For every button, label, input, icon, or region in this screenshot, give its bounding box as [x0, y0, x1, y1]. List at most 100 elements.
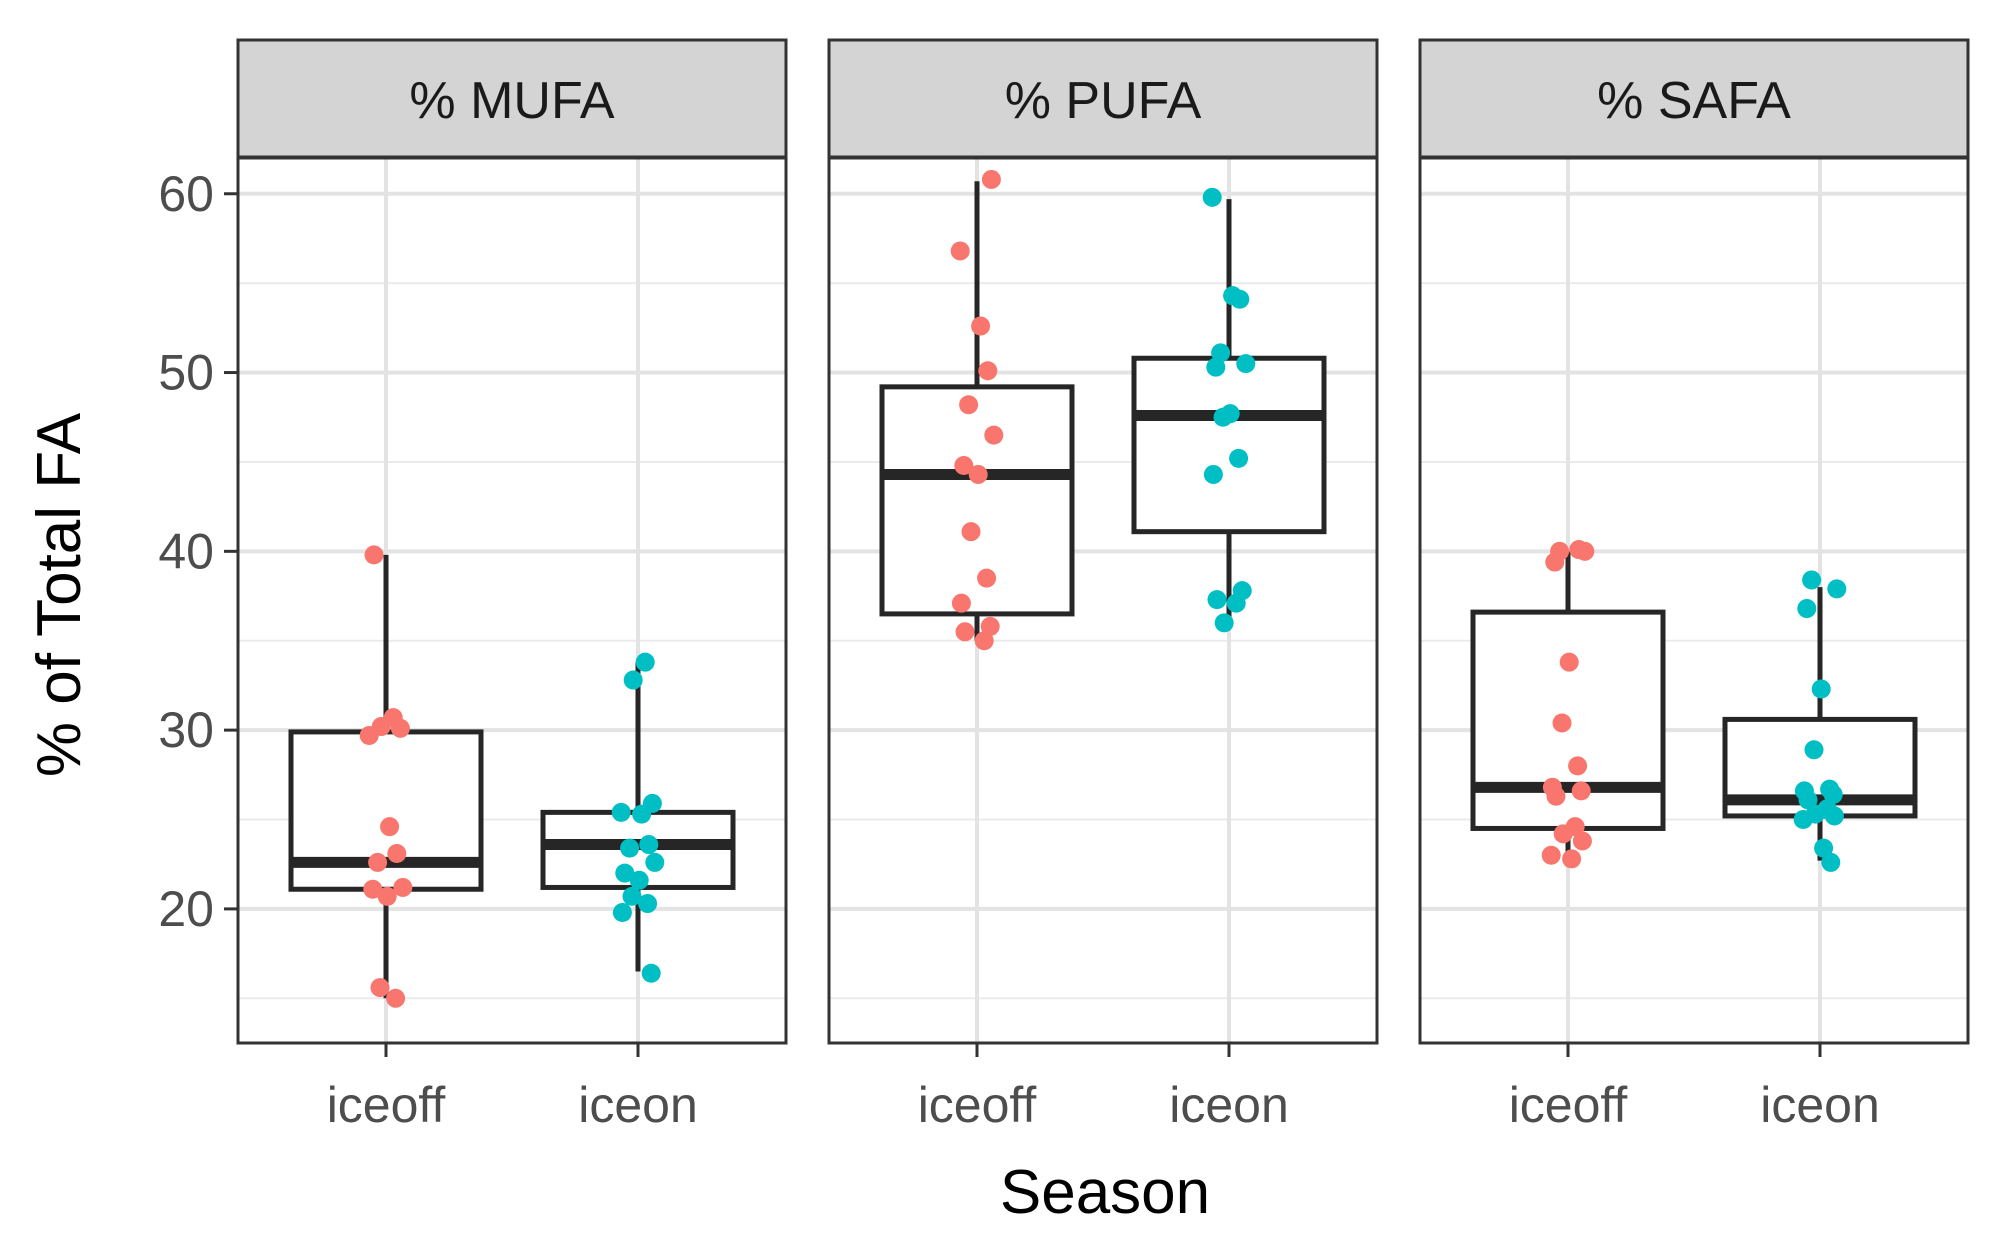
data-point-iceoff — [978, 361, 998, 381]
data-point-iceoff — [368, 852, 388, 872]
y-tick-label: 60 — [158, 166, 214, 222]
data-point-iceoff — [1553, 824, 1573, 844]
data-point-iceon — [1202, 187, 1222, 207]
data-point-iceoff — [1559, 652, 1579, 672]
panel-border — [827, 156, 1379, 1045]
data-point-iceoff — [980, 616, 1000, 636]
facet-strip — [236, 38, 788, 159]
data-point-iceoff — [380, 817, 400, 837]
panel-background — [238, 158, 786, 1043]
data-point-iceon — [638, 894, 658, 914]
data-point-iceoff — [968, 464, 988, 484]
data-point-iceon — [1827, 579, 1847, 599]
x-tick-label: iceon — [1169, 1077, 1289, 1133]
data-point-iceon — [632, 804, 652, 824]
facet-panel: % SAFA iceoff iceon — [1418, 38, 1970, 1133]
data-point-iceoff — [955, 622, 975, 642]
data-point-iceon — [635, 652, 655, 672]
data-point-iceoff — [364, 545, 384, 565]
data-point-iceon — [1236, 354, 1256, 374]
data-point-iceoff — [950, 241, 970, 261]
data-point-iceon — [615, 863, 635, 883]
data-point-iceon — [1804, 740, 1824, 760]
data-point-iceon — [1229, 448, 1249, 468]
data-point-iceoff — [1575, 541, 1595, 561]
y-axis-title: % of Total FA — [25, 412, 94, 777]
boxplot-iceoff — [288, 545, 484, 1008]
data-point-iceoff — [1545, 552, 1565, 572]
y-tick-label: 50 — [158, 345, 214, 401]
facet-strip-label: % MUFA — [409, 72, 614, 130]
data-point-iceon — [1821, 852, 1841, 872]
data-point-iceoff — [1541, 845, 1561, 865]
x-tick-label: iceon — [1760, 1077, 1880, 1133]
data-point-iceoff — [961, 522, 981, 542]
data-point-iceon — [620, 838, 640, 858]
x-tick-label: iceoff — [327, 1077, 446, 1133]
facet-strip — [1418, 38, 1970, 159]
facet-panel: % PUFA iceoff iceon — [827, 38, 1379, 1133]
box-iqr — [879, 384, 1075, 617]
data-point-iceon — [645, 852, 665, 872]
data-point-iceoff — [393, 877, 413, 897]
data-point-iceoff — [386, 988, 406, 1008]
data-point-iceoff — [387, 843, 407, 863]
data-point-iceon — [1824, 806, 1844, 826]
data-point-iceon — [1226, 593, 1246, 613]
data-point-iceoff — [1562, 849, 1582, 869]
data-point-iceoff — [377, 886, 397, 906]
x-tick-label: iceoff — [1509, 1077, 1628, 1133]
facet-strip-label: % PUFA — [1005, 72, 1202, 130]
y-tick-label: 40 — [158, 523, 214, 579]
data-point-iceon — [612, 902, 632, 922]
data-point-iceon — [1823, 784, 1843, 804]
x-tick-label: iceon — [578, 1077, 698, 1133]
data-point-iceon — [1798, 790, 1818, 810]
data-point-iceoff — [954, 456, 974, 476]
data-point-iceon — [1230, 289, 1250, 309]
data-point-iceoff — [1568, 756, 1588, 776]
data-point-iceoff — [981, 169, 1001, 189]
data-point-iceoff — [1572, 831, 1592, 851]
panel-background — [1420, 158, 1968, 1043]
boxplot-iceoff — [1470, 540, 1666, 869]
data-point-iceon — [1793, 810, 1813, 830]
data-point-iceoff — [390, 718, 410, 738]
data-point-iceoff — [959, 395, 979, 415]
y-tick-label: 20 — [158, 881, 214, 937]
data-point-iceoff — [1571, 781, 1591, 801]
data-point-iceoff — [370, 978, 390, 998]
facet-strip-label: % SAFA — [1597, 72, 1791, 130]
data-point-iceoff — [363, 879, 383, 899]
data-point-iceon — [1802, 570, 1822, 590]
boxplot-iceoff — [879, 169, 1075, 651]
data-point-iceon — [1211, 343, 1231, 363]
data-point-iceon — [1797, 599, 1817, 619]
data-point-iceoff — [1546, 786, 1566, 806]
data-point-iceon — [622, 886, 642, 906]
facet-panel: % MUFA iceoff iceon — [236, 38, 788, 1133]
data-point-iceon — [1814, 838, 1834, 858]
boxplot-iceon — [1722, 570, 1918, 872]
x-tick-label: iceoff — [918, 1077, 1037, 1133]
y-axis: 20 30 40 50 60 — [158, 166, 238, 937]
panel-border — [236, 156, 788, 1045]
data-point-iceon — [1214, 613, 1234, 633]
box-iqr — [1131, 355, 1327, 535]
x-axis-title: Season — [1000, 1158, 1210, 1227]
boxplot-iceon — [1131, 187, 1327, 633]
boxplot-iceon — [540, 652, 736, 983]
data-point-iceon — [1207, 590, 1227, 610]
panel-border — [1418, 156, 1970, 1045]
data-point-iceoff — [974, 631, 994, 651]
data-point-iceon — [639, 835, 659, 855]
data-point-iceoff — [971, 316, 991, 336]
data-point-iceon — [641, 963, 661, 983]
data-point-iceoff — [977, 568, 997, 588]
data-point-iceon — [1213, 407, 1233, 427]
data-point-iceon — [1206, 357, 1226, 377]
data-point-iceon — [623, 670, 643, 690]
y-tick-label: 30 — [158, 702, 214, 758]
data-point-iceoff — [951, 593, 971, 613]
